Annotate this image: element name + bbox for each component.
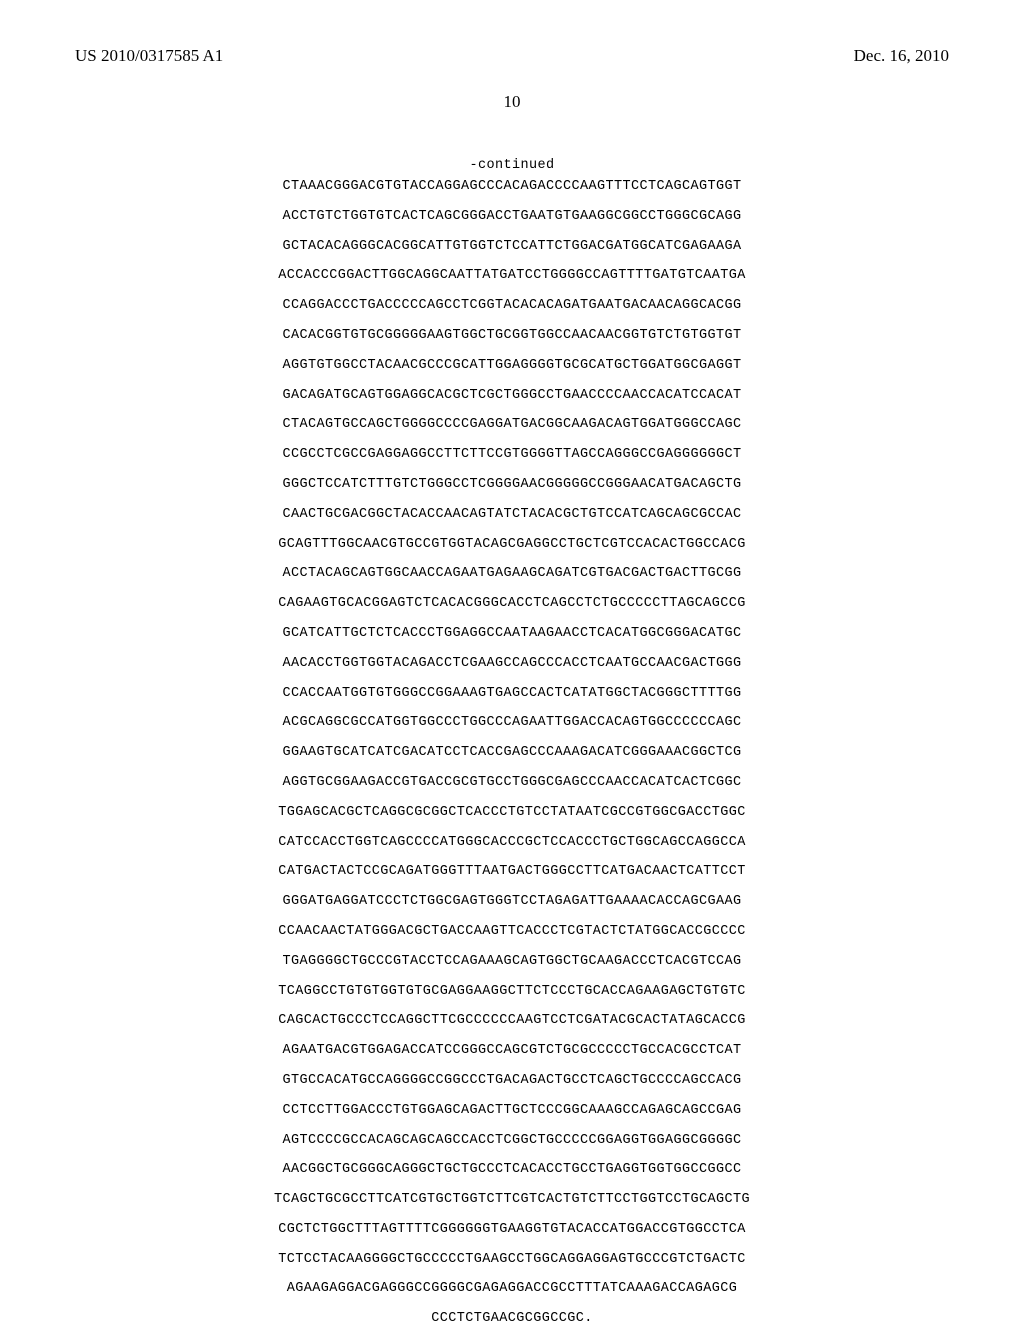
sequence-line: AGAAGAGGACGAGGGCCGGGGCGAGAGGACCGCCTTTATC… bbox=[0, 1274, 1024, 1304]
sequence-line: AACGGCTGCGGGCAGGGCTGCTGCCCTCACACCTGCCTGA… bbox=[0, 1155, 1024, 1185]
sequence-line: GCAGTTTGGCAACGTGCCGTGGTACAGCGAGGCCTGCTCG… bbox=[0, 530, 1024, 560]
sequence-line: ACCACCCGGACTTGGCAGGCAATTATGATCCTGGGGCCAG… bbox=[0, 261, 1024, 291]
sequence-line: TGAGGGGCTGCCCGTACCTCCAGAAAGCAGTGGCTGCAAG… bbox=[0, 947, 1024, 977]
sequence-line: GCATCATTGCTCTCACCCTGGAGGCCAATAAGAACCTCAC… bbox=[0, 619, 1024, 649]
sequence-line: GGAAGTGCATCATCGACATCCTCACCGAGCCCAAAGACAT… bbox=[0, 738, 1024, 768]
publication-date: Dec. 16, 2010 bbox=[854, 46, 949, 66]
sequence-line: AGGTGTGGCCTACAACGCCCGCATTGGAGGGGTGCGCATG… bbox=[0, 351, 1024, 381]
sequence-line: CAGAAGTGCACGGAGTCTCACACGGGCACCTCAGCCTCTG… bbox=[0, 589, 1024, 619]
sequence-line: CACACGGTGTGCGGGGGAAGTGGCTGCGGTGGCCAACAAC… bbox=[0, 321, 1024, 351]
sequence-block: CTAAACGGGACGTGTACCAGGAGCCCACAGACCCCAAGTT… bbox=[0, 172, 1024, 1334]
sequence-line: CTAAACGGGACGTGTACCAGGAGCCCACAGACCCCAAGTT… bbox=[0, 172, 1024, 202]
sequence-line: GCTACACAGGGCACGGCATTGTGGTCTCCATTCTGGACGA… bbox=[0, 232, 1024, 262]
continued-label: -continued bbox=[0, 158, 1024, 173]
sequence-line: AGTCCCCGCCACAGCAGCAGCCACCTCGGCTGCCCCCGGA… bbox=[0, 1126, 1024, 1156]
publication-number: US 2010/0317585 A1 bbox=[75, 46, 223, 66]
sequence-line: GACAGATGCAGTGGAGGCACGCTCGCTGGGCCTGAACCCC… bbox=[0, 381, 1024, 411]
sequence-line: TGGAGCACGCTCAGGCGCGGCTCACCCTGTCCTATAATCG… bbox=[0, 798, 1024, 828]
sequence-line: ACCTACAGCAGTGGCAACCAGAATGAGAAGCAGATCGTGA… bbox=[0, 559, 1024, 589]
sequence-line: CATGACTACTCCGCAGATGGGTTTAATGACTGGGCCTTCA… bbox=[0, 857, 1024, 887]
sequence-line: ACCTGTCTGGTGTCACTCAGCGGGACCTGAATGTGAAGGC… bbox=[0, 202, 1024, 232]
sequence-line: CCTCCTTGGACCCTGTGGAGCAGACTTGCTCCCGGCAAAG… bbox=[0, 1096, 1024, 1126]
sequence-line: CGCTCTGGCTTTAGTTTTCGGGGGGTGAAGGTGTACACCA… bbox=[0, 1215, 1024, 1245]
sequence-line: CCAGGACCCTGACCCCCAGCCTCGGTACACACAGATGAAT… bbox=[0, 291, 1024, 321]
sequence-line: TCTCCTACAAGGGGCTGCCCCCTGAAGCCTGGCAGGAGGA… bbox=[0, 1245, 1024, 1275]
page-number: 10 bbox=[0, 92, 1024, 112]
sequence-line: CCCTCTGAACGCGGCCGC. bbox=[0, 1304, 1024, 1334]
sequence-line: AGGTGCGGAAGACCGTGACCGCGTGCCTGGGCGAGCCCAA… bbox=[0, 768, 1024, 798]
sequence-line: CCACCAATGGTGTGGGCCGGAAAGTGAGCCACTCATATGG… bbox=[0, 679, 1024, 709]
sequence-line: GGGCTCCATCTTTGTCTGGGCCTCGGGGAACGGGGGCCGG… bbox=[0, 470, 1024, 500]
sequence-line: GGGATGAGGATCCCTCTGGCGAGTGGGTCCTAGAGATTGA… bbox=[0, 887, 1024, 917]
sequence-line: AGAATGACGTGGAGACCATCCGGGCCAGCGTCTGCGCCCC… bbox=[0, 1036, 1024, 1066]
sequence-line: CAACTGCGACGGCTACACCAACAGTATCTACACGCTGTCC… bbox=[0, 500, 1024, 530]
sequence-line: TCAGCTGCGCCTTCATCGTGCTGGTCTTCGTCACTGTCTT… bbox=[0, 1185, 1024, 1215]
sequence-line: ACGCAGGCGCCATGGTGGCCCTGGCCCAGAATTGGACCAC… bbox=[0, 708, 1024, 738]
sequence-line: CAGCACTGCCCTCCAGGCTTCGCCCCCCAAGTCCTCGATA… bbox=[0, 1006, 1024, 1036]
sequence-line: CCAACAACTATGGGACGCTGACCAAGTTCACCCTCGTACT… bbox=[0, 917, 1024, 947]
sequence-line: CTACAGTGCCAGCTGGGGCCCCGAGGATGACGGCAAGACA… bbox=[0, 410, 1024, 440]
sequence-line: CATCCACCTGGTCAGCCCCATGGGCACCCGCTCCACCCTG… bbox=[0, 828, 1024, 858]
sequence-line: AACACCTGGTGGTACAGACCTCGAAGCCAGCCCACCTCAA… bbox=[0, 649, 1024, 679]
sequence-line: GTGCCACATGCCAGGGGCCGGCCCTGACAGACTGCCTCAG… bbox=[0, 1066, 1024, 1096]
sequence-line: CCGCCTCGCCGAGGAGGCCTTCTTCCGTGGGGTTAGCCAG… bbox=[0, 440, 1024, 470]
sequence-line: TCAGGCCTGTGTGGTGTGCGAGGAAGGCTTCTCCCTGCAC… bbox=[0, 977, 1024, 1007]
